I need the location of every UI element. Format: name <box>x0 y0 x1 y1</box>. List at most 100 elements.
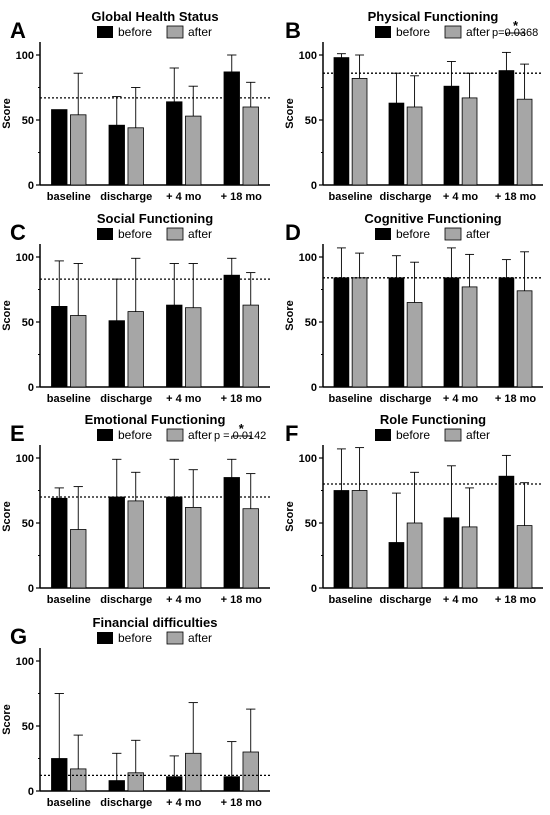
bar-before-2 <box>443 277 460 388</box>
panel-title: Social Functioning <box>97 211 213 226</box>
bar-before-0 <box>51 305 68 388</box>
y-tick-label: 100 <box>299 252 317 264</box>
x-tick-label: + 4 mo <box>443 191 478 203</box>
y-axis-label: Score <box>1 300 13 331</box>
y-tick-label: 0 <box>311 583 317 595</box>
x-tick-label: baseline <box>328 594 372 606</box>
bar-after-2 <box>185 752 202 792</box>
panel-letter: B <box>285 18 301 43</box>
x-tick-label: baseline <box>47 594 91 606</box>
panel-title: Cognitive Functioning <box>364 211 501 226</box>
bar-after-2 <box>185 506 202 589</box>
x-tick-label: baseline <box>47 191 91 203</box>
y-tick-label: 100 <box>16 656 34 668</box>
x-tick-label: + 18 mo <box>221 594 263 606</box>
x-tick-label: + 4 mo <box>166 594 201 606</box>
bar-before-3 <box>498 475 515 589</box>
bar-before-0 <box>333 490 350 589</box>
x-tick-label: discharge <box>380 191 432 203</box>
y-axis-label: Score <box>284 501 296 532</box>
legend-label-after: after <box>466 227 490 241</box>
bar-after-1 <box>127 127 144 186</box>
y-tick-label: 0 <box>28 180 34 192</box>
x-tick-label: + 18 mo <box>221 797 263 809</box>
x-tick-label: discharge <box>380 594 432 606</box>
x-tick-label: + 18 mo <box>221 191 263 203</box>
legend-swatch-before <box>97 228 113 240</box>
y-tick-label: 50 <box>22 721 34 733</box>
y-tick-label: 100 <box>16 50 34 62</box>
legend-swatch-after <box>166 428 184 442</box>
legend-label-after: after <box>466 25 490 39</box>
bar-before-2 <box>443 85 460 186</box>
panel-letter: A <box>10 18 26 43</box>
bar-before-2 <box>166 776 183 792</box>
y-tick-label: 100 <box>299 453 317 465</box>
y-tick-label: 50 <box>305 518 317 530</box>
bar-before-3 <box>223 776 240 792</box>
bar-after-1 <box>406 522 423 589</box>
bar-after-3 <box>516 525 533 589</box>
y-tick-label: 0 <box>311 180 317 192</box>
bar-after-0 <box>70 315 87 388</box>
x-tick-label: + 4 mo <box>166 393 201 405</box>
bar-before-0 <box>333 57 350 186</box>
y-axis-label: Score <box>284 98 296 129</box>
y-tick-label: 50 <box>22 317 34 329</box>
legend-swatch-after <box>444 25 462 39</box>
legend-label-after: after <box>466 428 490 442</box>
bar-after-0 <box>70 768 87 792</box>
legend-swatch-before <box>375 26 391 38</box>
y-tick-label: 0 <box>28 382 34 394</box>
bar-after-0 <box>351 277 368 388</box>
panel-title: Physical Functioning <box>368 9 499 24</box>
bar-after-1 <box>406 106 423 186</box>
bar-before-1 <box>388 277 405 388</box>
legend-swatch-after <box>166 631 184 645</box>
bar-before-2 <box>166 304 183 388</box>
legend-label-before: before <box>118 25 152 39</box>
legend-swatch-after <box>444 227 462 241</box>
panel-letter: F <box>285 421 298 446</box>
y-tick-label: 50 <box>22 518 34 530</box>
x-tick-label: + 18 mo <box>495 191 537 203</box>
legend-swatch-after <box>166 25 184 39</box>
x-tick-label: baseline <box>47 797 91 809</box>
bar-after-2 <box>185 115 202 186</box>
bar-before-1 <box>388 102 405 186</box>
bar-after-1 <box>406 302 423 388</box>
x-tick-label: + 4 mo <box>443 393 478 405</box>
bar-after-0 <box>70 114 87 186</box>
legend-label-before: before <box>396 428 430 442</box>
bar-after-3 <box>516 98 533 186</box>
x-tick-label: + 18 mo <box>221 393 263 405</box>
bar-after-3 <box>242 304 259 388</box>
bar-before-1 <box>108 496 125 589</box>
bar-before-3 <box>223 274 240 388</box>
bar-after-3 <box>242 106 259 186</box>
legend-label-after: after <box>188 631 212 645</box>
y-tick-label: 50 <box>305 115 317 127</box>
panel-letter: D <box>285 220 301 245</box>
x-tick-label: + 4 mo <box>443 594 478 606</box>
bar-after-3 <box>242 508 259 589</box>
bar-after-0 <box>351 490 368 589</box>
legend-swatch-before <box>97 429 113 441</box>
x-tick-label: discharge <box>100 594 152 606</box>
legend-swatch-after <box>444 428 462 442</box>
bar-after-2 <box>461 97 478 186</box>
panel-title: Role Functioning <box>380 412 486 427</box>
legend-label-before: before <box>396 25 430 39</box>
bar-before-0 <box>51 109 68 186</box>
bar-before-1 <box>108 320 125 388</box>
bar-after-3 <box>516 290 533 388</box>
legend-label-after: after <box>188 428 212 442</box>
bar-before-1 <box>388 542 405 589</box>
y-tick-label: 100 <box>16 252 34 264</box>
x-tick-label: discharge <box>100 393 152 405</box>
bar-after-0 <box>70 529 87 589</box>
